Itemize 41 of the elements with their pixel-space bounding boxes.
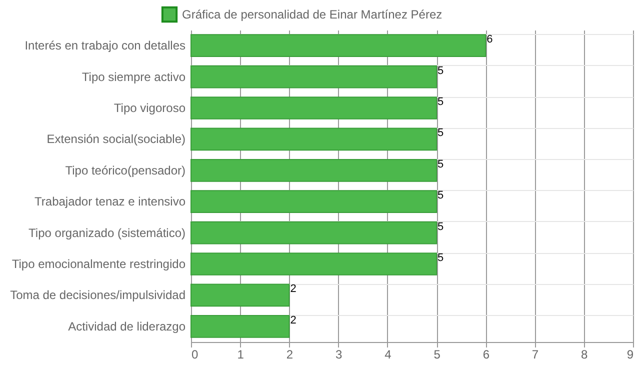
y-tick-label: Extensión social(sociable) xyxy=(46,132,186,146)
y-tick-label: Tipo teórico(pensador) xyxy=(65,163,186,178)
x-tick-label: 1 xyxy=(237,348,244,362)
bar xyxy=(190,158,438,182)
bar xyxy=(190,284,290,307)
bar xyxy=(190,252,438,276)
data-label: 2 xyxy=(290,314,296,326)
data-label: 5 xyxy=(438,252,444,264)
x-tick-label: 4 xyxy=(384,348,392,362)
bar xyxy=(190,190,438,214)
x-tick-label: 6 xyxy=(482,348,490,362)
bar xyxy=(190,221,438,244)
y-tick-label: Tipo vigoroso xyxy=(114,101,186,115)
data-label: 5 xyxy=(438,64,444,77)
bar xyxy=(190,65,438,88)
bar xyxy=(190,34,486,58)
y-tick-label: Tipo emocionalmente restringido xyxy=(12,257,186,271)
bar xyxy=(190,128,438,151)
data-label: 5 xyxy=(438,158,444,170)
x-tick-label: 7 xyxy=(532,348,539,362)
y-tick-label: Interés en trabajo con detalles xyxy=(24,38,186,53)
data-label: 2 xyxy=(290,283,296,296)
legend-label: Gráfica de personalidad de Einar Martínez Pérez xyxy=(182,8,442,22)
data-label: 5 xyxy=(438,96,444,108)
bar xyxy=(190,314,290,338)
y-tick-label: Toma de decisiones/impulsividad xyxy=(10,288,186,302)
y-tick-label: Tipo siempre activo xyxy=(82,70,186,84)
x-tick-label: 0 xyxy=(192,348,198,362)
bar xyxy=(190,96,438,120)
y-tick-label: Tipo organizado (sistemático) xyxy=(28,226,186,240)
x-tick-label: 8 xyxy=(581,348,588,362)
data-label: 6 xyxy=(486,34,493,46)
x-tick-label: 3 xyxy=(335,348,342,362)
y-tick-label: Actividad de liderazgo xyxy=(68,319,186,334)
y-tick-label: Trabajador tenaz e intensivo xyxy=(34,194,186,209)
data-label: 5 xyxy=(438,190,444,202)
data-label: 5 xyxy=(438,220,444,233)
x-tick-label: 5 xyxy=(434,348,441,362)
x-tick-label: 9 xyxy=(626,348,634,362)
data-label: 5 xyxy=(438,127,444,140)
x-tick-label: 2 xyxy=(286,348,294,362)
